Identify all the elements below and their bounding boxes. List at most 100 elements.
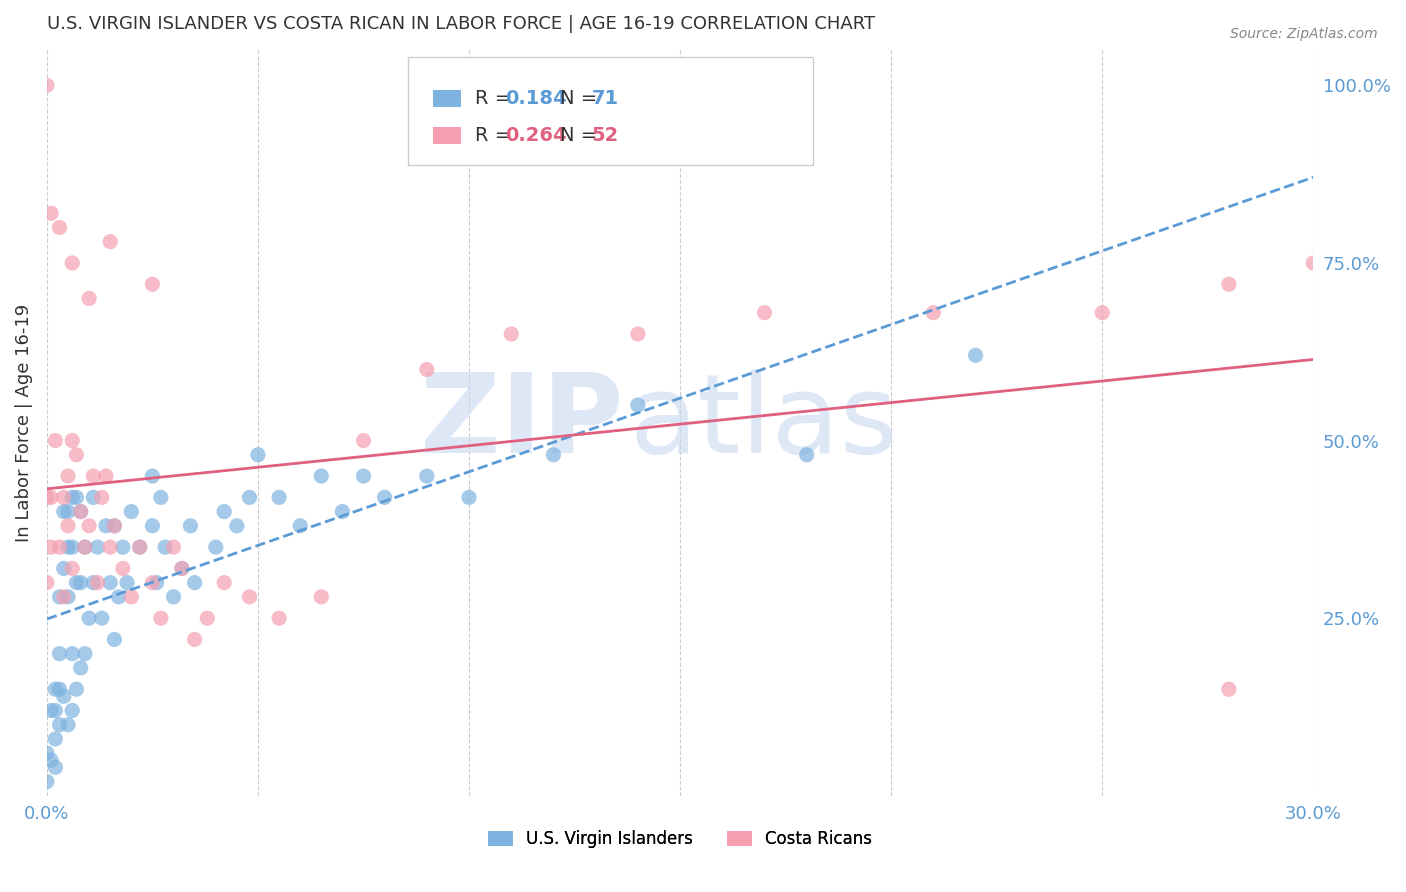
- Point: [39, 206, 62, 220]
- Point: [98, 575, 121, 590]
- Text: Source: ZipAtlas.com: Source: ZipAtlas.com: [1230, 27, 1378, 41]
- Point: [922, 306, 945, 320]
- Point: [627, 326, 650, 341]
- Point: [77, 518, 100, 533]
- Point: [94, 518, 117, 533]
- Point: [60, 491, 83, 505]
- Point: [353, 434, 375, 448]
- Point: [82, 469, 104, 483]
- Bar: [433, 90, 461, 106]
- Point: [69, 505, 91, 519]
- Point: [115, 575, 138, 590]
- Point: [311, 469, 333, 483]
- Point: [35, 774, 58, 789]
- Point: [1091, 306, 1114, 320]
- Point: [44, 704, 66, 718]
- Point: [212, 505, 235, 519]
- Point: [107, 590, 129, 604]
- Point: [183, 575, 205, 590]
- Point: [48, 647, 70, 661]
- Point: [48, 682, 70, 697]
- Point: [65, 491, 87, 505]
- Point: [543, 448, 565, 462]
- Point: [52, 590, 75, 604]
- Point: [1218, 277, 1240, 292]
- Point: [52, 561, 75, 575]
- Point: [238, 491, 260, 505]
- Point: [77, 611, 100, 625]
- Point: [39, 491, 62, 505]
- Point: [48, 717, 70, 731]
- Point: [111, 540, 134, 554]
- Point: [35, 746, 58, 760]
- Point: [374, 491, 396, 505]
- Point: [103, 632, 125, 647]
- Point: [60, 434, 83, 448]
- Point: [246, 448, 269, 462]
- Point: [48, 540, 70, 554]
- Point: [238, 590, 260, 604]
- Point: [311, 590, 333, 604]
- Point: [35, 78, 58, 93]
- Point: [39, 540, 62, 554]
- Point: [44, 434, 66, 448]
- Point: [56, 717, 79, 731]
- Point: [44, 731, 66, 746]
- Point: [149, 611, 172, 625]
- Bar: [433, 128, 461, 144]
- Point: [153, 540, 176, 554]
- Point: [225, 518, 247, 533]
- Point: [162, 590, 184, 604]
- Point: [141, 277, 163, 292]
- Point: [35, 575, 58, 590]
- Point: [501, 326, 523, 341]
- Point: [65, 575, 87, 590]
- Point: [86, 540, 108, 554]
- Point: [1302, 256, 1324, 270]
- Point: [103, 518, 125, 533]
- Text: U.S. VIRGIN ISLANDER VS COSTA RICAN IN LABOR FORCE | AGE 16-19 CORRELATION CHART: U.S. VIRGIN ISLANDER VS COSTA RICAN IN L…: [46, 15, 875, 33]
- Text: 0.264: 0.264: [505, 126, 567, 145]
- Point: [353, 469, 375, 483]
- Point: [796, 448, 818, 462]
- Point: [141, 469, 163, 483]
- Legend: U.S. Virgin Islanders, Costa Ricans: U.S. Virgin Islanders, Costa Ricans: [481, 823, 879, 855]
- Y-axis label: In Labor Force | Age 16-19: In Labor Force | Age 16-19: [15, 303, 32, 542]
- Point: [170, 561, 193, 575]
- Point: [128, 540, 150, 554]
- Point: [288, 518, 311, 533]
- Point: [267, 611, 290, 625]
- Point: [965, 348, 987, 362]
- Point: [60, 704, 83, 718]
- Point: [90, 611, 112, 625]
- Point: [56, 590, 79, 604]
- Text: R =: R =: [475, 126, 517, 145]
- Point: [48, 590, 70, 604]
- Text: 52: 52: [592, 126, 619, 145]
- Point: [416, 362, 439, 376]
- Point: [65, 448, 87, 462]
- Point: [73, 540, 96, 554]
- Point: [44, 760, 66, 774]
- FancyBboxPatch shape: [408, 57, 813, 165]
- Point: [149, 491, 172, 505]
- Point: [179, 518, 201, 533]
- Point: [332, 505, 354, 519]
- Point: [86, 575, 108, 590]
- Point: [94, 469, 117, 483]
- Point: [69, 661, 91, 675]
- Text: 71: 71: [592, 89, 619, 108]
- Point: [98, 540, 121, 554]
- Point: [162, 540, 184, 554]
- Point: [73, 540, 96, 554]
- Point: [69, 505, 91, 519]
- Point: [141, 518, 163, 533]
- Point: [60, 540, 83, 554]
- Point: [128, 540, 150, 554]
- Point: [183, 632, 205, 647]
- Point: [195, 611, 218, 625]
- Point: [52, 505, 75, 519]
- Text: atlas: atlas: [630, 369, 898, 476]
- Text: R =: R =: [475, 89, 517, 108]
- Point: [52, 491, 75, 505]
